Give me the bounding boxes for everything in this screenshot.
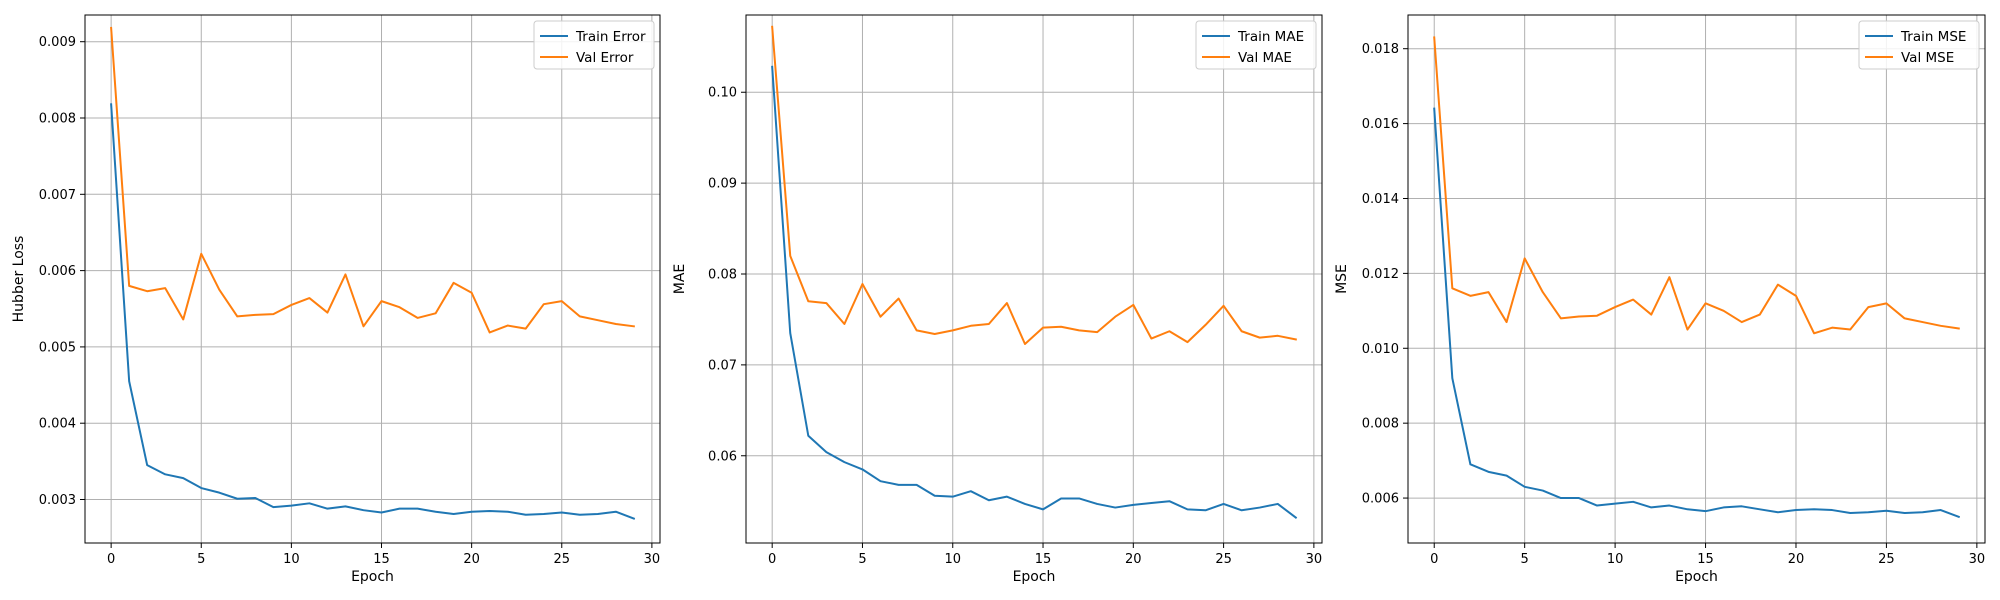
x-tick-label: 10 — [283, 552, 300, 567]
y-tick-label: 0.006 — [1362, 492, 1399, 507]
y-tick-label: 0.003 — [39, 493, 76, 508]
y-tick-label: 0.07 — [708, 358, 737, 373]
x-tick-label: 20 — [1125, 552, 1142, 567]
x-tick-label: 10 — [1607, 552, 1624, 567]
x-tick-label: 25 — [1878, 552, 1895, 567]
x-tick-label: 10 — [944, 552, 961, 567]
x-tick-label: 5 — [1521, 552, 1529, 567]
x-tick-label: 15 — [373, 552, 390, 567]
y-tick-label: 0.018 — [1362, 42, 1399, 57]
chart-panel-1: 0 5 10 15 20 25 30 0.003 0.004 0.005 0.006 0.007 0.0… — [11, 14, 661, 585]
x-tick-label: 0 — [107, 552, 115, 567]
legend-label: Train MSE — [1900, 29, 1966, 45]
axes-frame — [1407, 14, 1986, 544]
y-tick-label: 0.08 — [708, 268, 737, 283]
x-tick-label: 5 — [197, 552, 205, 567]
series-line-val-mae — [771, 25, 1297, 345]
legend-label: Val MAE — [1238, 50, 1292, 66]
x-axis-label: Epoch — [351, 569, 394, 585]
axes-frame — [84, 14, 661, 544]
chart-panel-2: 0 5 10 15 20 25 30 0.06 0.07 0.08 0.09 0.10 Epoch MAE… — [672, 14, 1323, 585]
y-tick-label: 0.010 — [1362, 342, 1399, 357]
legend-label: Train Error — [575, 29, 646, 45]
x-tick-label: 5 — [858, 552, 866, 567]
legend: Train Error Val Error — [533, 20, 655, 70]
x-tick-label: 0 — [768, 552, 776, 567]
series-line-train-mae — [771, 65, 1298, 519]
y-tick-label: 0.008 — [39, 112, 76, 127]
x-tick-label: 25 — [1215, 552, 1232, 567]
y-tick-label: 0.005 — [39, 340, 76, 355]
x-tick-label: 30 — [1306, 552, 1323, 567]
y-tick-label: 0.016 — [1362, 117, 1399, 132]
y-tick-label: 0.10 — [708, 86, 737, 101]
y-axis-label: Hubber Loss — [11, 236, 27, 323]
series-line-train-error — [110, 103, 636, 520]
x-axis-label: Epoch — [1013, 569, 1056, 585]
x-tick-label: 15 — [1697, 552, 1714, 567]
legend: Train MAE Val MAE — [1195, 20, 1317, 70]
series-line-val-mse — [1433, 36, 1960, 335]
x-tick-label: 15 — [1035, 552, 1052, 567]
series-line-val-error — [110, 26, 635, 334]
y-tick-label: 0.008 — [1362, 417, 1399, 432]
legend-label: Train MAE — [1237, 29, 1304, 45]
y-axis-label: MSE — [1334, 264, 1350, 294]
legend: Train MSE Val MSE — [1858, 20, 1980, 70]
y-axis-label: MAE — [672, 264, 688, 295]
y-tick-label: 0.009 — [39, 35, 76, 50]
x-tick-label: 25 — [553, 552, 570, 567]
x-tick-label: 30 — [644, 552, 661, 567]
x-tick-label: 0 — [1430, 552, 1438, 567]
axes-frame — [745, 14, 1323, 544]
y-tick-label: 0.09 — [708, 177, 737, 192]
x-tick-label: 20 — [463, 552, 480, 567]
legend-label: Val Error — [576, 50, 634, 66]
y-tick-label: 0.014 — [1362, 192, 1399, 207]
series-line-train-mse — [1433, 107, 1961, 519]
x-tick-label: 30 — [1969, 552, 1986, 567]
legend-label: Val MSE — [1901, 50, 1954, 66]
y-tick-label: 0.006 — [39, 264, 76, 279]
y-tick-label: 0.004 — [39, 417, 76, 432]
y-tick-label: 0.06 — [708, 449, 737, 464]
chart-panel-3: 0 5 10 15 20 25 30 0.006 0.008 0.010 0.012 0.014 0.0… — [1334, 14, 1986, 585]
y-tick-label: 0.012 — [1362, 267, 1399, 282]
x-tick-label: 20 — [1788, 552, 1805, 567]
y-tick-label: 0.007 — [39, 188, 76, 203]
x-axis-label: Epoch — [1675, 569, 1718, 585]
